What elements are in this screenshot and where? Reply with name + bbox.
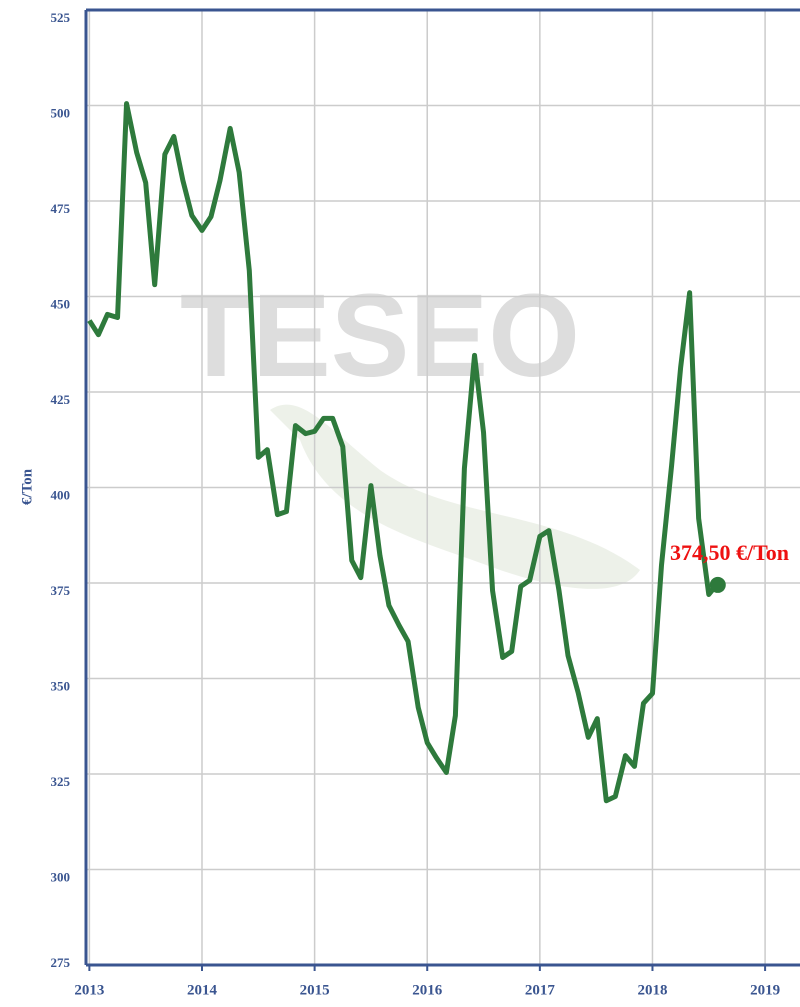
chart: TESEO €/Ton 275 300 325 350 375 400 425 450 475 5…: [0, 0, 800, 1002]
price-line: [89, 104, 717, 801]
y-tick-label: 450: [51, 296, 71, 311]
last-point: [710, 577, 726, 593]
y-tick-label: 350: [51, 678, 71, 693]
x-tick-label: 2015: [300, 982, 330, 998]
y-axis-label: €/Ton: [19, 468, 35, 505]
x-tick-label: 2014: [187, 982, 218, 998]
y-tick-label: 475: [51, 201, 71, 216]
watermark: TESEO: [180, 270, 580, 402]
y-tick-label: 300: [51, 869, 71, 884]
y-tick-label: 275: [51, 955, 71, 970]
watermark-leaf: [270, 405, 640, 589]
x-tick-label: 2016: [412, 982, 443, 998]
y-tick-label: 425: [51, 392, 71, 407]
y-tick-label: 325: [51, 774, 71, 789]
y-tick-label: 525: [51, 10, 71, 25]
y-tick-label: 400: [51, 487, 71, 502]
x-tick-label: 2019: [750, 982, 780, 998]
x-tick-label: 2013: [74, 982, 104, 998]
y-tick-label: 375: [51, 583, 71, 598]
last-point-label: 374,50 €/Ton: [670, 540, 789, 565]
x-tick-label: 2018: [637, 982, 667, 998]
y-tick-label: 500: [51, 105, 71, 120]
x-tick-label: 2017: [525, 982, 556, 998]
